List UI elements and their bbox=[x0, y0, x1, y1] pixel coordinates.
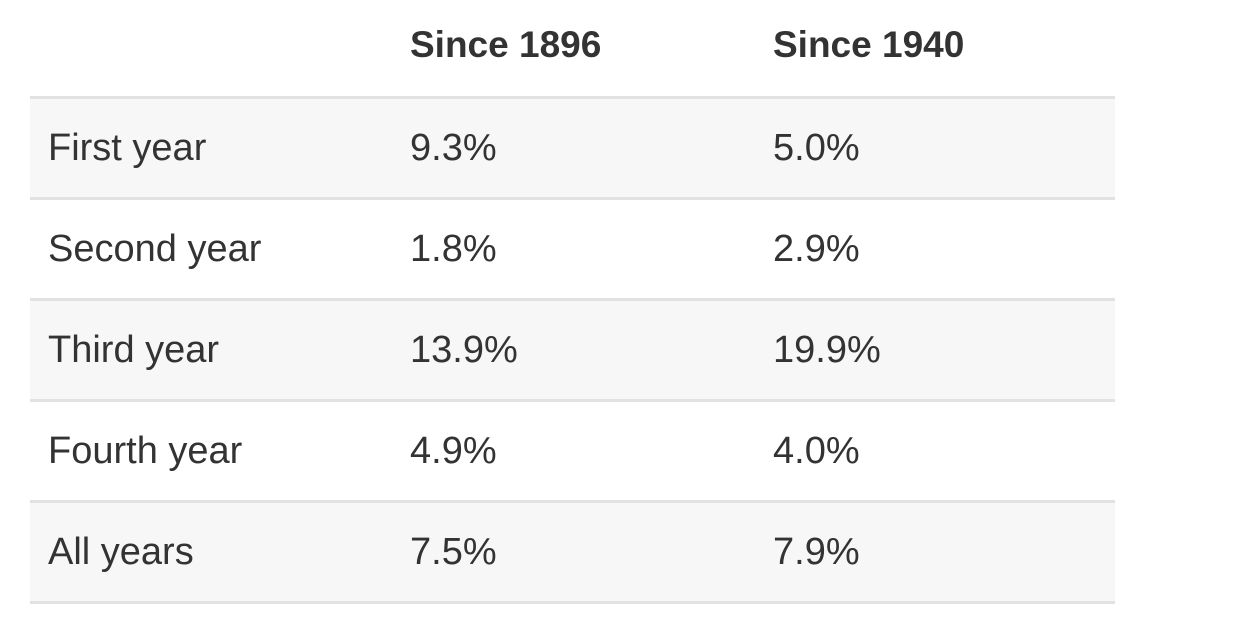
cell-since-1896: 13.9% bbox=[410, 328, 518, 371]
table-row: Second year 1.8% 2.9% bbox=[30, 200, 1115, 301]
cell-since-1940: 4.0% bbox=[773, 429, 860, 472]
cell-since-1940: 7.9% bbox=[773, 530, 860, 573]
cell-since-1896: 1.8% bbox=[410, 227, 497, 270]
row-label: All years bbox=[48, 530, 194, 573]
cell-since-1896: 9.3% bbox=[410, 126, 497, 169]
cell-since-1896: 7.5% bbox=[410, 530, 497, 573]
table-header-row: Since 1896 Since 1940 bbox=[30, 0, 1115, 99]
row-label: Third year bbox=[48, 328, 220, 371]
header-cell-since-1940: Since 1940 bbox=[773, 24, 965, 65]
cell-since-1896: 4.9% bbox=[410, 429, 497, 472]
table-row: Fourth year 4.9% 4.0% bbox=[30, 402, 1115, 503]
table-row: All years 7.5% 7.9% bbox=[30, 503, 1115, 604]
cell-since-1940: 5.0% bbox=[773, 126, 860, 169]
row-label: Fourth year bbox=[48, 429, 243, 472]
table-row: Third year 13.9% 19.9% bbox=[30, 301, 1115, 402]
table-row: First year 9.3% 5.0% bbox=[30, 99, 1115, 200]
header-cell-since-1896: Since 1896 bbox=[410, 24, 602, 65]
returns-table: Since 1896 Since 1940 First year 9.3% 5.… bbox=[30, 0, 1115, 604]
row-label: Second year bbox=[48, 227, 262, 270]
cell-since-1940: 2.9% bbox=[773, 227, 860, 270]
row-label: First year bbox=[48, 126, 207, 169]
cell-since-1940: 19.9% bbox=[773, 328, 881, 371]
